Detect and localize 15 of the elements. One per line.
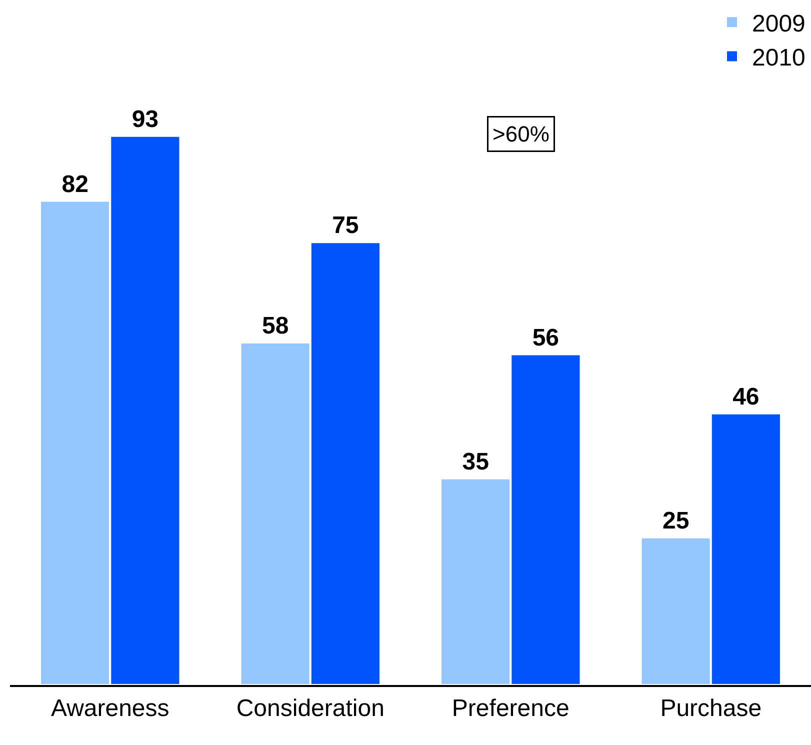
data-label: 25 <box>662 507 690 534</box>
legend-label: 2009 <box>752 10 806 38</box>
data-label: 56 <box>532 324 560 352</box>
data-label: 82 <box>62 170 88 198</box>
data-label: 35 <box>462 448 489 476</box>
data-label: 58 <box>262 312 289 340</box>
legend-label: 2010 <box>752 44 806 72</box>
x-tick-label: Purchase <box>660 694 762 722</box>
data-label: 75 <box>332 212 359 240</box>
x-tick-label: Consideration <box>236 694 384 722</box>
data-label: 93 <box>132 106 159 133</box>
data-label: 46 <box>732 383 760 410</box>
x-tick-label: Awareness <box>50 694 170 722</box>
annotation: >60% <box>492 122 550 146</box>
x-tick-label: Preference <box>452 694 570 722</box>
